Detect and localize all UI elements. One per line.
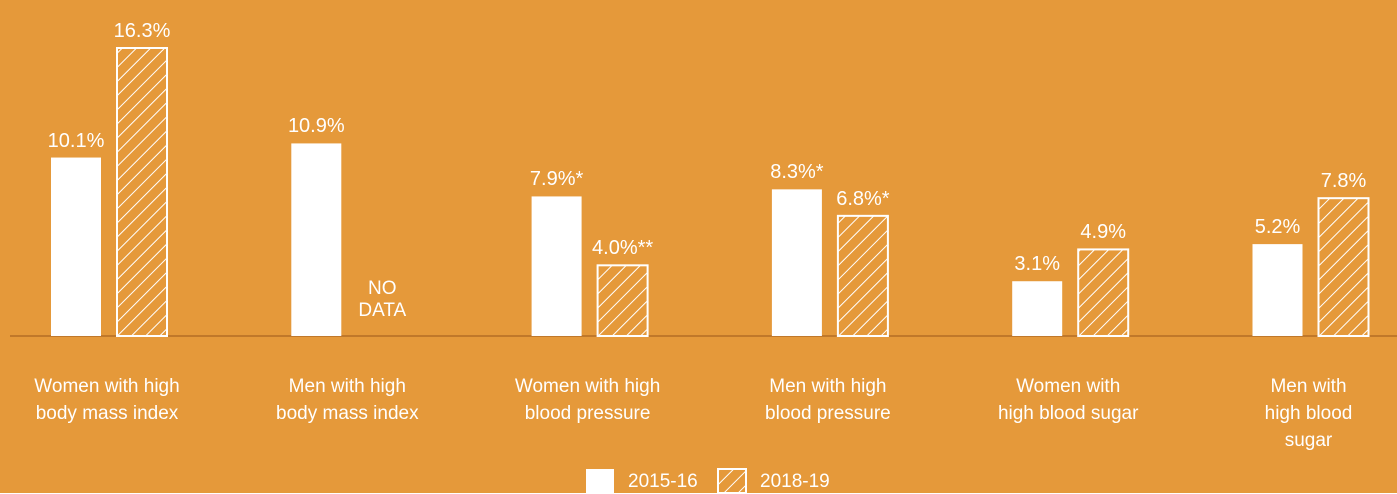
bar	[836, 214, 889, 338]
bar	[1317, 197, 1370, 337]
bar	[51, 157, 101, 336]
annotation: NO DATA	[358, 278, 407, 321]
value-label: 10.9%	[287, 115, 345, 138]
value-label: 4.9%	[1080, 221, 1126, 244]
bar	[531, 196, 582, 336]
value-label: 3.1%	[1014, 253, 1060, 276]
x-tick-label: Women with high blood pressure	[514, 376, 661, 424]
x-tick-label: Women with high body mass index	[34, 376, 180, 424]
bar	[291, 143, 342, 336]
value-label: 5.2%	[1254, 216, 1301, 239]
x-tick-label: Men with high body mass index	[276, 376, 419, 424]
legend-swatch	[717, 468, 747, 493]
x-tick-label: Men with high blood pressure	[765, 376, 891, 424]
bar	[116, 47, 168, 337]
legend-label: 2015-16	[628, 471, 698, 492]
legend-label: 2018-19	[760, 471, 830, 492]
legend-swatch	[586, 469, 614, 493]
bar	[596, 264, 649, 338]
value-label: 6.8%*	[836, 187, 890, 210]
value-label: 4.0%**	[592, 237, 654, 260]
x-tick-label: Women with high blood sugar	[997, 376, 1139, 424]
value-label: 7.8%	[1320, 170, 1367, 193]
value-label: 8.3%*	[770, 161, 824, 184]
value-label: 16.3%	[113, 20, 171, 42]
bar	[771, 189, 822, 336]
bar	[1012, 281, 1063, 336]
value-label: 7.9%*	[529, 168, 584, 191]
bar	[1077, 248, 1130, 337]
x-tick-label: Men with high blood sugar	[1264, 376, 1353, 451]
bar	[1252, 244, 1303, 336]
value-label: 10.1%	[47, 129, 105, 152]
